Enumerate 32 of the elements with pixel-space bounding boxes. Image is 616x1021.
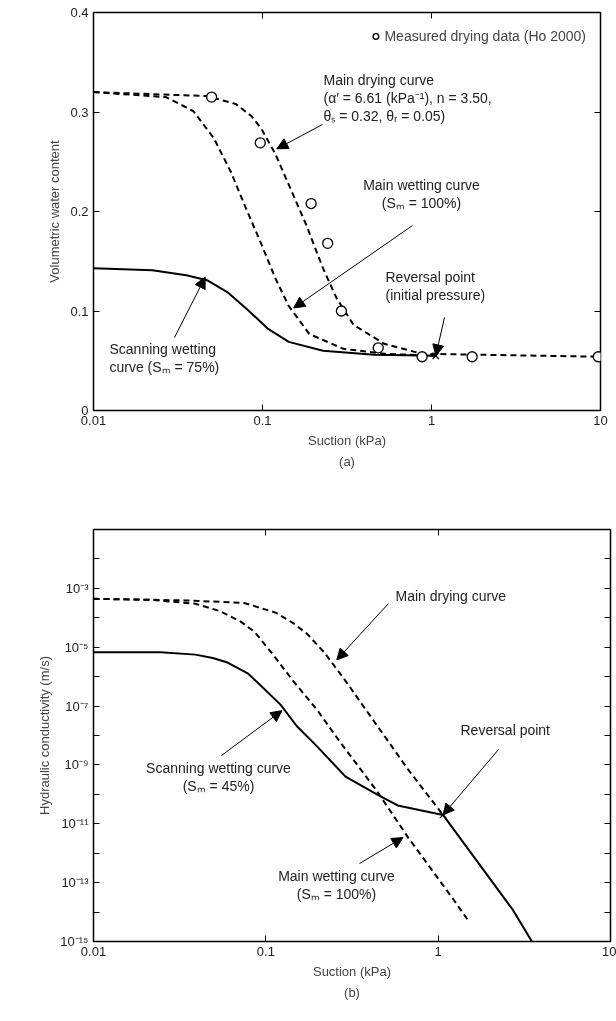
y-tick-label: 10⁻¹³ [61, 875, 90, 891]
annotation: Main drying curve [395, 587, 507, 604]
y-tick-label: 0.4 [70, 5, 89, 20]
x-tick-label: 1 [434, 943, 442, 959]
annotation: Reversal point (initial pressure) [385, 268, 486, 303]
y-axis-title: Volumetric water content [47, 139, 63, 283]
y-axis-title: Hydraulic conductivity (m/s) [37, 656, 53, 815]
annotation: Scanning wetting curve (Sₘ = 45%) [146, 759, 292, 794]
y-tick-label: 0.2 [70, 204, 89, 219]
x-tick-label: 10 [593, 412, 608, 428]
y-tick-label: 10⁻⁷ [65, 698, 89, 714]
y-tick-label: 10⁻³ [65, 580, 90, 596]
annotation: Main wetting curve (Sₘ = 100%) [363, 176, 481, 211]
y-tick-label: 0.3 [70, 104, 89, 120]
annotation: Reversal point [460, 721, 551, 738]
x-tick-label: 10 [602, 943, 616, 959]
x-tick-label: 0.01 [80, 943, 107, 959]
x-axis-title: Suction (kPa) [312, 963, 392, 979]
y-tick-label: 0.1 [70, 303, 89, 319]
x-tick-label: 0.1 [253, 412, 272, 428]
text: (a) [339, 453, 355, 469]
y-tick-label: 10⁻⁵ [64, 639, 89, 655]
annotation: Scanning wetting curve (Sₘ = 75%) [109, 340, 220, 375]
text: (b) [344, 984, 360, 1000]
x-axis-title: Suction (kPa) [307, 432, 387, 448]
x-tick-label: 0.1 [256, 943, 275, 959]
annotation: Main drying curve (α′ = 6.61 (kPa⁻¹), n = 3.50, θₛ = 0.32, θᵣ = 0.05) [323, 71, 492, 125]
x-tick-label: 1 [427, 412, 436, 428]
legend-label: Measured drying data (Ho 2000) [384, 28, 586, 44]
y-tick-label: 10⁻⁹ [64, 757, 89, 773]
annotation: Main wetting curve (Sₘ = 100%) [278, 867, 396, 902]
y-tick-label: 10⁻¹¹ [61, 816, 90, 832]
